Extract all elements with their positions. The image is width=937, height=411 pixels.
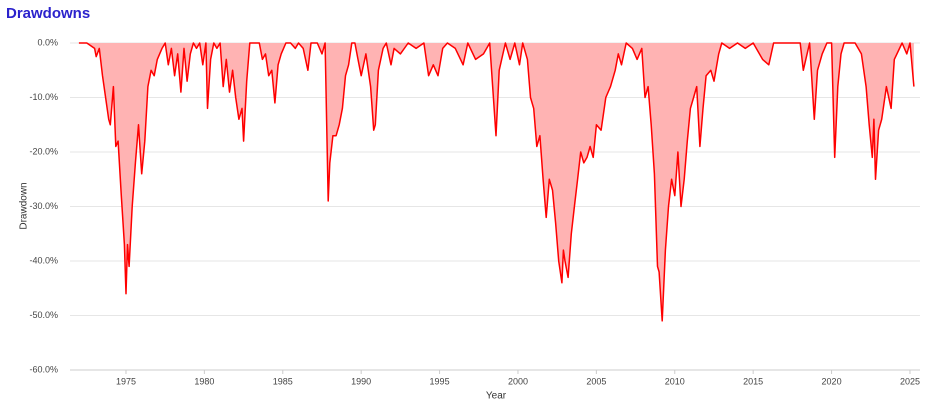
x-tick-label: 2005 bbox=[586, 376, 606, 386]
y-tick-label: -50.0% bbox=[29, 310, 58, 320]
x-tick-label: 1995 bbox=[430, 376, 450, 386]
x-tick-label: 2025 bbox=[900, 376, 920, 386]
y-tick-label: -40.0% bbox=[29, 255, 58, 265]
x-tick-label: 2020 bbox=[822, 376, 842, 386]
x-tick-label: 1975 bbox=[116, 376, 136, 386]
y-tick-label: -20.0% bbox=[29, 146, 58, 156]
y-tick-label: 0.0% bbox=[37, 37, 58, 47]
y-tick-label: -60.0% bbox=[29, 364, 58, 374]
drawdown-line bbox=[78, 42, 915, 322]
x-tick-label: 2015 bbox=[743, 376, 763, 386]
x-axis-title: Year bbox=[486, 391, 507, 402]
x-tick-label: 2010 bbox=[665, 376, 685, 386]
y-axis-title: Drawdown bbox=[19, 182, 30, 229]
x-tick-label: 1980 bbox=[194, 376, 214, 386]
x-tick-label: 1990 bbox=[351, 376, 371, 386]
chart-title: Drawdowns bbox=[6, 5, 90, 22]
x-tick-label: 1985 bbox=[273, 376, 293, 386]
drawdown-area bbox=[78, 43, 914, 321]
y-tick-label: -10.0% bbox=[29, 92, 58, 102]
y-tick-label: -30.0% bbox=[29, 201, 58, 211]
x-tick-label: 2000 bbox=[508, 376, 528, 386]
